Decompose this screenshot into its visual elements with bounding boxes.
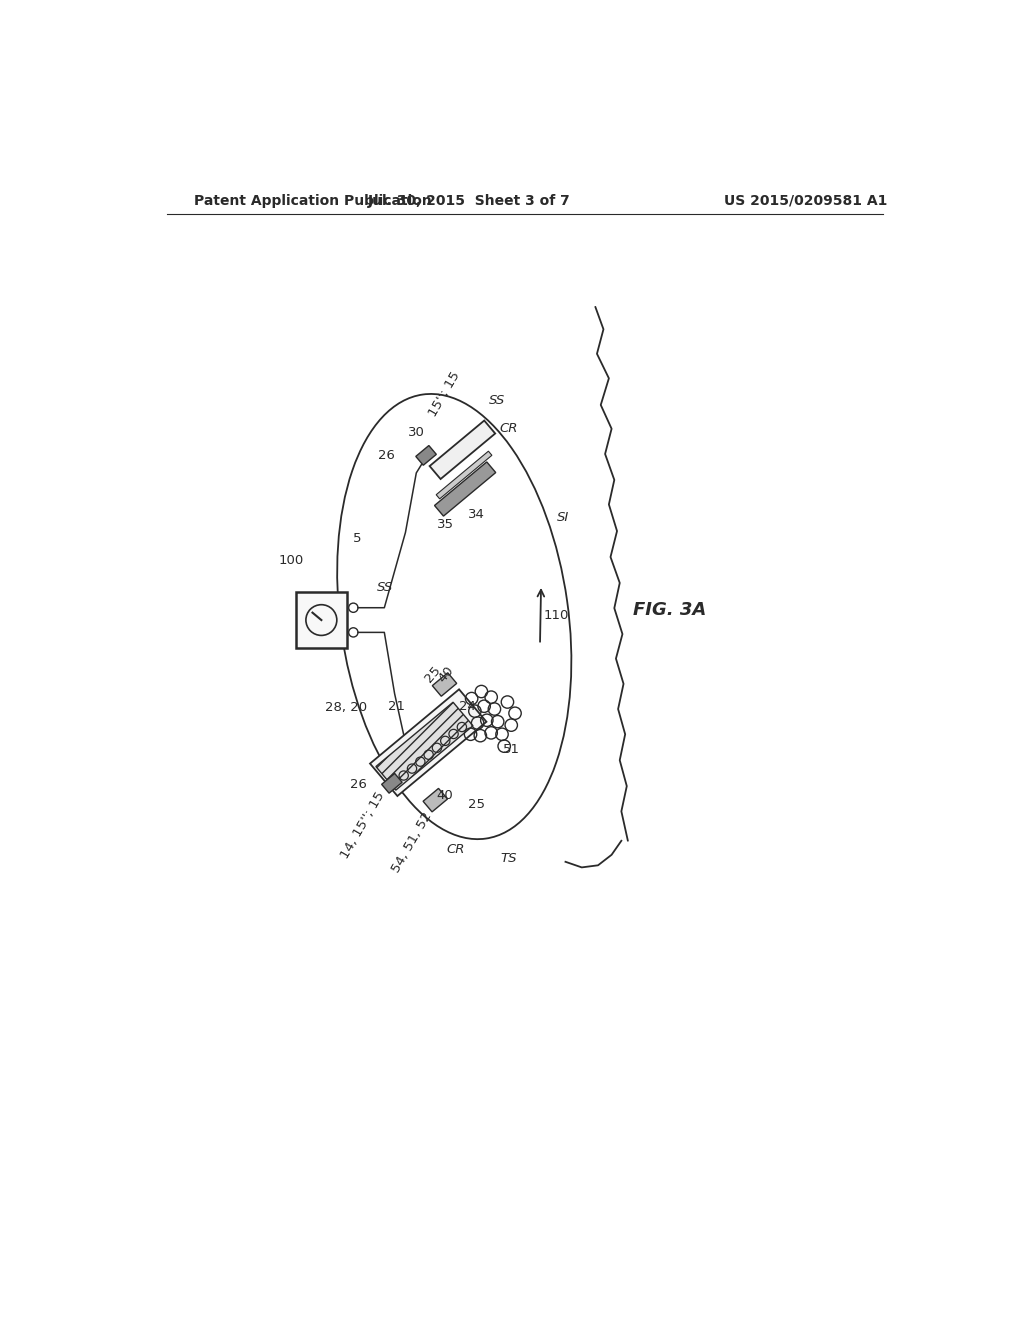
Text: 25: 25	[422, 664, 443, 685]
Bar	[296, 593, 347, 648]
Text: 21: 21	[388, 700, 406, 713]
Text: 24: 24	[459, 700, 475, 713]
Text: 110: 110	[544, 609, 569, 622]
Text: 30: 30	[408, 426, 424, 440]
Text: FIG. 3A: FIG. 3A	[633, 601, 707, 619]
Text: 54, 51, 52: 54, 51, 52	[389, 809, 434, 875]
Text: Patent Application Publication: Patent Application Publication	[194, 194, 432, 207]
Text: 5: 5	[352, 532, 361, 545]
Polygon shape	[432, 673, 457, 696]
Text: CR: CR	[500, 422, 518, 436]
Text: SS: SS	[488, 395, 505, 408]
Text: CR: CR	[446, 842, 465, 855]
Text: SI: SI	[557, 511, 569, 524]
Text: US 2015/0209581 A1: US 2015/0209581 A1	[724, 194, 888, 207]
Text: 100: 100	[279, 554, 303, 568]
Polygon shape	[416, 446, 436, 465]
Text: Jul. 30, 2015  Sheet 3 of 7: Jul. 30, 2015 Sheet 3 of 7	[368, 194, 570, 207]
Text: TS: TS	[501, 851, 517, 865]
Polygon shape	[436, 451, 492, 499]
Polygon shape	[430, 421, 496, 479]
Polygon shape	[370, 689, 486, 796]
Polygon shape	[376, 702, 473, 791]
Polygon shape	[434, 462, 496, 516]
Text: 35: 35	[437, 517, 455, 531]
Text: 40: 40	[436, 789, 454, 801]
Text: 14, 15''; 15: 14, 15''; 15	[339, 789, 387, 861]
Text: 26: 26	[349, 779, 367, 791]
Text: 25: 25	[468, 797, 484, 810]
Polygon shape	[382, 774, 402, 793]
Text: 26: 26	[378, 449, 394, 462]
Text: 28, 20: 28, 20	[326, 701, 368, 714]
Text: SS: SS	[377, 581, 393, 594]
Text: 51: 51	[503, 743, 520, 756]
Polygon shape	[423, 788, 447, 812]
Text: 15''; 15: 15''; 15	[426, 368, 463, 418]
Text: 40: 40	[436, 664, 457, 685]
Text: 34: 34	[468, 508, 484, 521]
